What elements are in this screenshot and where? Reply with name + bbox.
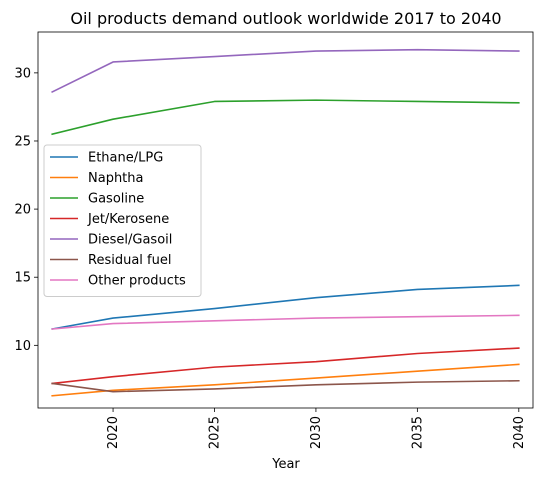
y-tick-label: 20 bbox=[14, 203, 31, 218]
x-tick-label: 2025 bbox=[207, 416, 222, 449]
legend-label-6: Other products bbox=[88, 274, 186, 289]
legend-label-0: Ethane/LPG bbox=[88, 151, 163, 166]
series-line-1 bbox=[51, 363, 520, 397]
x-tick-label: 2030 bbox=[309, 416, 324, 449]
x-tick-label: 2035 bbox=[410, 416, 425, 449]
x-axis-label: Year bbox=[271, 457, 300, 472]
legend-label-3: Jet/Kerosene bbox=[87, 212, 169, 227]
series-line-5 bbox=[51, 379, 520, 393]
y-tick-label: 25 bbox=[14, 134, 31, 149]
series-line-4 bbox=[51, 48, 520, 94]
legend-label-2: Gasoline bbox=[88, 192, 144, 207]
series-line-6 bbox=[51, 314, 520, 330]
x-tick-label: 2020 bbox=[106, 416, 121, 449]
legend-label-1: Naphtha bbox=[88, 171, 144, 186]
series-layer bbox=[51, 48, 520, 397]
x-tick-label: 2040 bbox=[512, 416, 527, 449]
series-line-0 bbox=[51, 284, 520, 330]
legend: Ethane/LPG Naphtha Gasoline Jet/Kerosene Die… bbox=[43, 144, 202, 297]
chart-title: Oil products demand outlook worldwide 20… bbox=[70, 9, 501, 28]
legend-label-4: Diesel/Gasoil bbox=[88, 233, 172, 248]
y-tick-label: 15 bbox=[14, 271, 31, 286]
legend-label-5: Residual fuel bbox=[88, 253, 171, 268]
y-tick-label: 10 bbox=[14, 339, 31, 354]
legend-box bbox=[43, 144, 202, 297]
plot-frame bbox=[37, 31, 534, 409]
y-tick-label: 30 bbox=[14, 66, 31, 81]
series-line-2 bbox=[51, 99, 520, 136]
series-line-3 bbox=[51, 347, 520, 385]
